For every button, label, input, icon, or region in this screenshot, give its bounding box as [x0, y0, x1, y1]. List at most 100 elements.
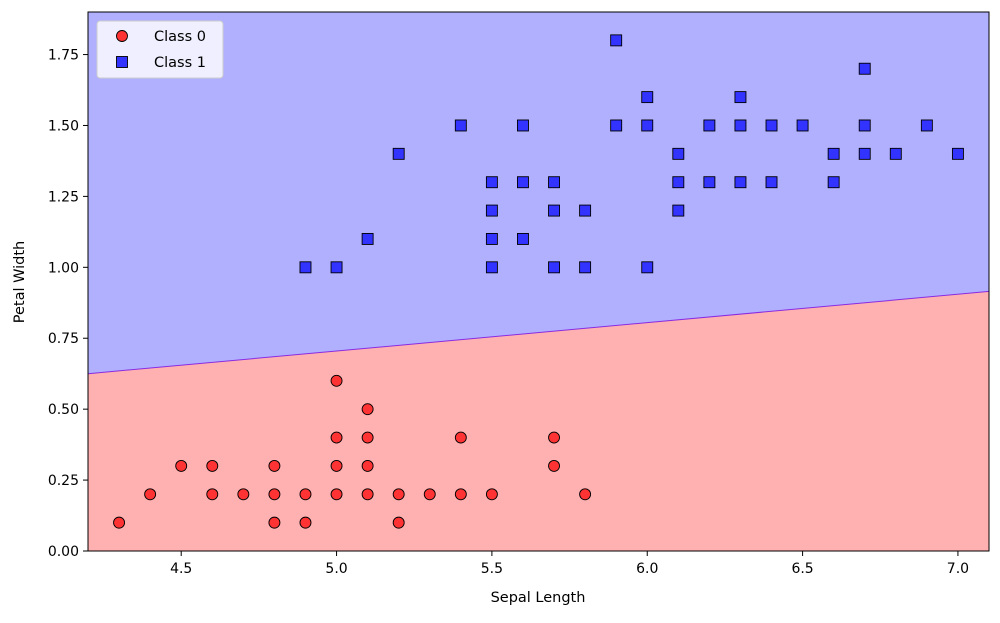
class-1-point: [889, 147, 902, 160]
y-tick-label: 1.50: [48, 118, 79, 134]
class-1-point: [361, 232, 374, 245]
class-1-point: [951, 147, 964, 160]
legend-label: Class 0: [154, 29, 206, 45]
class-1-point: [765, 176, 778, 189]
class-1-point: [796, 119, 809, 132]
class-0-point: [361, 403, 374, 416]
class-0-point: [330, 374, 343, 387]
x-tick-label: 6.5: [791, 561, 813, 577]
class-1-point: [485, 176, 498, 189]
class-1-point: [454, 119, 467, 132]
class-1-point: [548, 261, 560, 274]
class-1-point: [734, 91, 747, 104]
x-axis-label: Sepal Length: [491, 590, 586, 606]
y-axis-label: Petal Width: [12, 241, 28, 323]
plot-area-frame: [87, 11, 990, 552]
class-1-point: [330, 261, 343, 274]
class-0-point: [361, 431, 374, 444]
class-1-point: [641, 91, 654, 104]
y-tick-label: 1.25: [48, 189, 79, 205]
class-1-point: [734, 119, 747, 132]
class-0-point: [392, 488, 405, 501]
class-1-point: [827, 147, 840, 160]
class-0-region: [88, 291, 989, 551]
y-axis: 0.00 0.25 0.50 0.75 1.00 1.25 1.50 1.75: [48, 48, 88, 560]
class-0-point: [579, 488, 592, 501]
y-tick-label: 0.00: [48, 544, 79, 560]
class-1-point: [858, 147, 871, 160]
class-0-point: [361, 459, 374, 472]
class-0-point: [548, 459, 560, 472]
class-1-point: [548, 204, 560, 217]
class-0-point: [206, 459, 219, 472]
class-1-point: [920, 119, 933, 132]
class-0-point: [485, 488, 498, 501]
y-tick-label: 1.75: [48, 48, 79, 64]
class-1-point: [610, 119, 623, 132]
legend-marker-circle: [116, 30, 128, 42]
class-1-point: [517, 176, 529, 189]
data-points: [113, 34, 964, 529]
class-0-point: [548, 431, 560, 444]
class-0-point: [330, 488, 343, 501]
class-1-point: [672, 147, 685, 160]
class-0-point: [144, 488, 157, 501]
class-0-point: [268, 516, 281, 529]
class-1-point: [548, 176, 560, 189]
x-tick-label: 6.0: [636, 561, 658, 577]
class-0-point: [330, 431, 343, 444]
class-0-point: [423, 488, 436, 501]
legend-box: [96, 20, 224, 79]
class-1-point: [517, 119, 529, 132]
x-tick-label: 7.0: [947, 561, 969, 577]
legend: Class 0 Class 1: [96, 20, 224, 79]
class-1-region: [88, 12, 989, 374]
class-0-point: [175, 459, 188, 472]
class-1-point: [579, 204, 592, 217]
class-0-point: [268, 488, 281, 501]
legend-marker-square: [116, 56, 128, 68]
y-tick-label: 0.25: [48, 473, 79, 489]
class-0-point: [237, 488, 250, 501]
class-1-point: [485, 261, 498, 274]
class-0-point: [299, 488, 312, 501]
class-1-point: [610, 34, 623, 47]
y-tick-label: 1.00: [48, 260, 79, 276]
class-0-point: [268, 459, 281, 472]
class-0-point: [361, 488, 374, 501]
decision-regions: [88, 12, 989, 551]
class-0-point: [330, 459, 343, 472]
class-1-point: [858, 62, 871, 75]
class-1-point: [485, 232, 498, 245]
class-1-point: [485, 204, 498, 217]
class-0-point: [392, 516, 405, 529]
x-tick-label: 4.5: [170, 561, 192, 577]
class-0-point: [299, 516, 312, 529]
x-axis: 4.5 5.0 5.5 6.0 6.5 7.0: [170, 551, 969, 577]
class-1-point: [734, 176, 747, 189]
class-1-point: [672, 176, 685, 189]
class-1-point: [641, 261, 654, 274]
class-1-point: [858, 119, 871, 132]
y-tick-label: 0.50: [48, 402, 79, 418]
class-1-point: [703, 119, 716, 132]
class-1-point: [765, 119, 778, 132]
legend-label: Class 1: [154, 55, 206, 71]
class-1-point: [827, 176, 840, 189]
x-tick-label: 5.5: [481, 561, 503, 577]
class-0-point: [454, 488, 467, 501]
x-tick-label: 5.0: [325, 561, 347, 577]
class-1-point: [641, 119, 654, 132]
class-1-point: [517, 232, 529, 245]
class-0-point: [454, 431, 467, 444]
class-0-point: [206, 488, 219, 501]
class-1-point: [672, 204, 685, 217]
class-1-point: [703, 176, 716, 189]
class-0-point: [113, 516, 126, 529]
class-1-point: [579, 261, 592, 274]
class-1-point: [392, 147, 405, 160]
decision-boundary-line: [88, 290, 989, 375]
class-1-point: [299, 261, 312, 274]
